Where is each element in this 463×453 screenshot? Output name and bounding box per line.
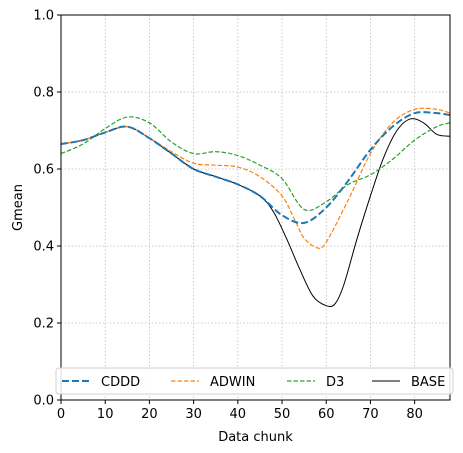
x-tick-label: 70 bbox=[362, 407, 379, 422]
legend-label-cddd: CDDD bbox=[101, 375, 140, 390]
y-tick-label: 0.4 bbox=[33, 240, 54, 255]
x-tick-label: 10 bbox=[97, 407, 114, 422]
series-line-adwin bbox=[60, 107, 451, 250]
y-tick-label: 0.0 bbox=[33, 394, 54, 409]
legend-label-base: BASE bbox=[411, 375, 445, 390]
y-tick-label: 1.0 bbox=[33, 9, 54, 24]
x-tick-label: 20 bbox=[141, 407, 158, 422]
x-tick-label: 30 bbox=[185, 407, 202, 422]
legend-label-adwin: ADWIN bbox=[210, 375, 255, 390]
x-tick-label: 0 bbox=[57, 407, 65, 422]
grid bbox=[60, 14, 450, 401]
y-tick-label: 0.2 bbox=[33, 317, 54, 332]
y-tick-label: 0.6 bbox=[33, 163, 54, 178]
series-group bbox=[60, 107, 451, 308]
series-line-d3 bbox=[60, 116, 451, 212]
legend-box bbox=[55, 367, 454, 395]
y-axis-label: Gmean bbox=[11, 184, 26, 231]
series-line-cddd bbox=[60, 111, 451, 225]
series-line-base bbox=[60, 118, 451, 308]
x-tick-label: 50 bbox=[274, 407, 291, 422]
legend: CDDD ADWIN D3 BASE bbox=[55, 367, 454, 395]
y-axis-ticks: 0.0 0.2 0.4 0.6 0.8 1.0 bbox=[33, 9, 61, 409]
plot-frame bbox=[60, 14, 451, 401]
x-tick-label: 40 bbox=[230, 407, 247, 422]
x-tick-label: 60 bbox=[318, 407, 335, 422]
y-tick-label: 0.8 bbox=[33, 86, 54, 101]
x-tick-label: 80 bbox=[406, 407, 423, 422]
x-axis-ticks: 0 10 20 30 40 50 60 70 80 bbox=[57, 400, 423, 422]
x-axis-label: Data chunk bbox=[218, 430, 293, 445]
legend-label-d3: D3 bbox=[326, 375, 344, 390]
